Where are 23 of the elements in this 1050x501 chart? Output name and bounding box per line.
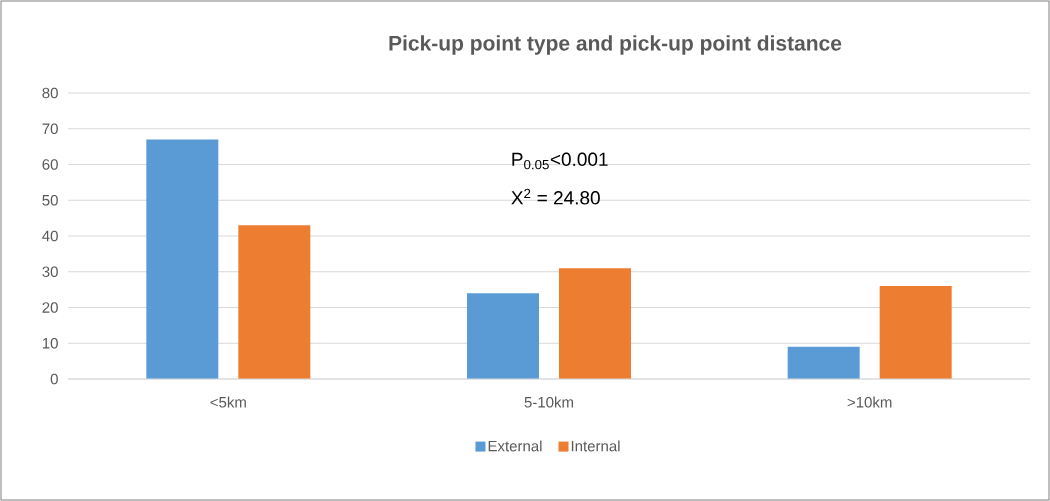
x-tick-label: <5km <box>210 396 246 408</box>
bar <box>787 346 860 379</box>
y-tick-label: 80 <box>42 87 58 99</box>
y-tick-label: 10 <box>42 337 58 349</box>
x-tick-label: 5-10km <box>524 396 574 408</box>
annotation: X$^{2}$ = 24.80 <box>511 188 600 205</box>
y-tick-label: 50 <box>42 194 58 206</box>
bar <box>559 268 631 379</box>
annotation: P$_{0.05}$<0.001 <box>512 152 608 170</box>
y-tick-label: 20 <box>42 302 58 313</box>
legend-label: Internal <box>571 440 620 452</box>
bar <box>467 293 539 379</box>
y-tick-label: 70 <box>42 123 58 135</box>
y-tick-label: 30 <box>42 266 58 278</box>
bar <box>879 286 952 379</box>
bar <box>238 225 311 379</box>
x-tick-label: >10km <box>847 396 892 408</box>
legend-label: External <box>488 440 542 452</box>
y-tick-label: 40 <box>42 230 58 242</box>
bar <box>146 139 219 379</box>
y-tick-label: 60 <box>42 159 58 170</box>
y-tick-label: 0 <box>50 373 58 385</box>
chart-title: Pick-up point type and pick-up point distance <box>389 35 842 55</box>
